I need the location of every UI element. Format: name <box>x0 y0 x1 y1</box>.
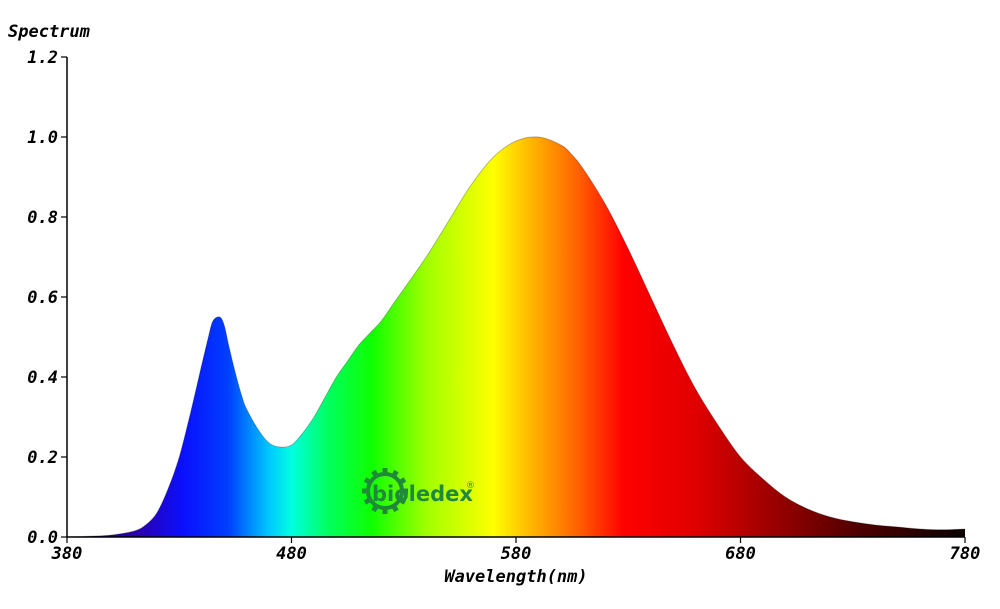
x-tick-label: 380 <box>51 544 83 564</box>
x-tick-label: 780 <box>950 544 981 564</box>
y-tick-label: 0.8 <box>27 208 58 228</box>
sun-gear-icon <box>362 468 408 514</box>
x-axis-ticks: 380 480 580 680 780 <box>51 537 981 564</box>
gear-tooth <box>362 488 368 494</box>
y-tick-label: 1.2 <box>27 48 58 68</box>
y-tick-label: 0.6 <box>27 288 58 308</box>
gear-tooth <box>363 477 372 485</box>
gear-tooth <box>363 497 372 505</box>
y-tick-label: 0.4 <box>27 368 58 388</box>
x-tick-label: 480 <box>276 544 307 564</box>
gear-tooth <box>371 469 379 478</box>
y-tick-label: 1.0 <box>27 128 58 148</box>
gear-tooth <box>391 504 399 513</box>
spectrum-line <box>66 136 966 538</box>
x-tick-label: 680 <box>725 544 756 564</box>
logo-registered-mark: ® <box>466 481 475 491</box>
gear-tooth <box>391 469 399 478</box>
y-axis-title: Spectrum <box>8 22 91 42</box>
logo-text: bioledex <box>372 482 473 506</box>
gear-tooth <box>382 508 388 514</box>
gear-tooth <box>398 497 407 505</box>
gear-tooth <box>382 468 388 474</box>
y-tick-label: 0.0 <box>27 528 58 548</box>
bioledex-logo: bioledex ® <box>362 468 475 514</box>
gear-tooth <box>398 477 407 485</box>
spectrum-area <box>67 136 965 537</box>
gear-tooth <box>402 488 408 494</box>
y-axis-ticks: 0.0 0.2 0.4 0.6 0.8 1.0 1.2 <box>27 48 67 548</box>
x-axis-title: Wavelength(nm) <box>444 567 587 587</box>
gear-tooth <box>371 504 379 513</box>
y-tick-label: 0.2 <box>27 448 58 468</box>
x-tick-label: 580 <box>501 544 532 564</box>
